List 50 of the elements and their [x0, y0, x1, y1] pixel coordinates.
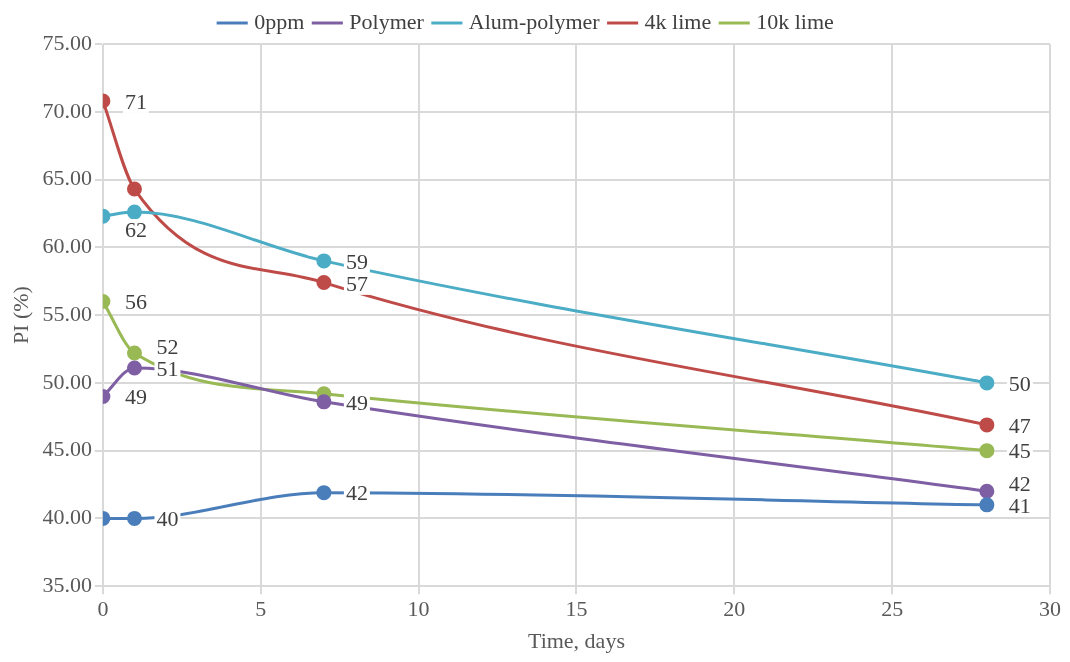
point — [979, 417, 995, 433]
data-label: 59 — [345, 248, 368, 274]
data-label: 45 — [1008, 438, 1031, 464]
data-label: 51 — [156, 355, 179, 381]
point — [126, 345, 142, 361]
y-tick-label: 60.00 — [42, 233, 92, 259]
legend-label: 4k lime — [644, 8, 712, 34]
legend-label: Alum-polymer — [468, 8, 601, 34]
point — [979, 497, 995, 513]
x-tick-label: 15 — [565, 596, 588, 622]
data-label: 47 — [1008, 412, 1031, 438]
data-label: 71 — [124, 88, 147, 114]
legend-label: 10k lime — [756, 8, 834, 34]
x-tick-label: 30 — [1039, 596, 1061, 622]
x-axis-title: Time, days — [527, 627, 625, 653]
point — [316, 253, 332, 269]
data-label: 49 — [345, 389, 368, 415]
point — [979, 443, 995, 459]
point — [126, 510, 142, 526]
y-tick-label: 65.00 — [42, 165, 92, 191]
data-label: 62 — [124, 216, 147, 242]
data-label: 40 — [156, 506, 179, 532]
point — [316, 394, 332, 410]
point — [316, 275, 332, 291]
data-label: 57 — [345, 270, 368, 296]
point — [126, 360, 142, 376]
point — [979, 375, 995, 391]
data-label: 50 — [1008, 370, 1031, 396]
y-tick-label: 70.00 — [42, 97, 92, 123]
legend-label: 0ppm — [254, 8, 305, 34]
point — [126, 181, 142, 197]
point — [316, 485, 332, 501]
x-tick-label: 5 — [255, 596, 267, 622]
y-tick-label: 45.00 — [42, 436, 92, 462]
x-tick-label: 10 — [407, 596, 430, 622]
y-axis-title: PI (%) — [7, 286, 33, 345]
data-label: 56 — [124, 289, 147, 315]
data-label: 49 — [124, 384, 147, 410]
x-tick-label: 0 — [97, 596, 109, 622]
y-tick-label: 55.00 — [42, 300, 92, 326]
x-tick-label: 20 — [723, 596, 746, 622]
point — [979, 483, 995, 499]
legend-label: Polymer — [349, 8, 425, 34]
data-label: 42 — [345, 480, 368, 506]
x-tick-label: 25 — [881, 596, 904, 622]
y-tick-label: 35.00 — [42, 571, 92, 597]
point — [126, 204, 142, 220]
y-tick-label: 50.00 — [42, 368, 92, 394]
y-tick-label: 40.00 — [42, 504, 92, 530]
y-tick-label: 75.00 — [42, 29, 92, 55]
